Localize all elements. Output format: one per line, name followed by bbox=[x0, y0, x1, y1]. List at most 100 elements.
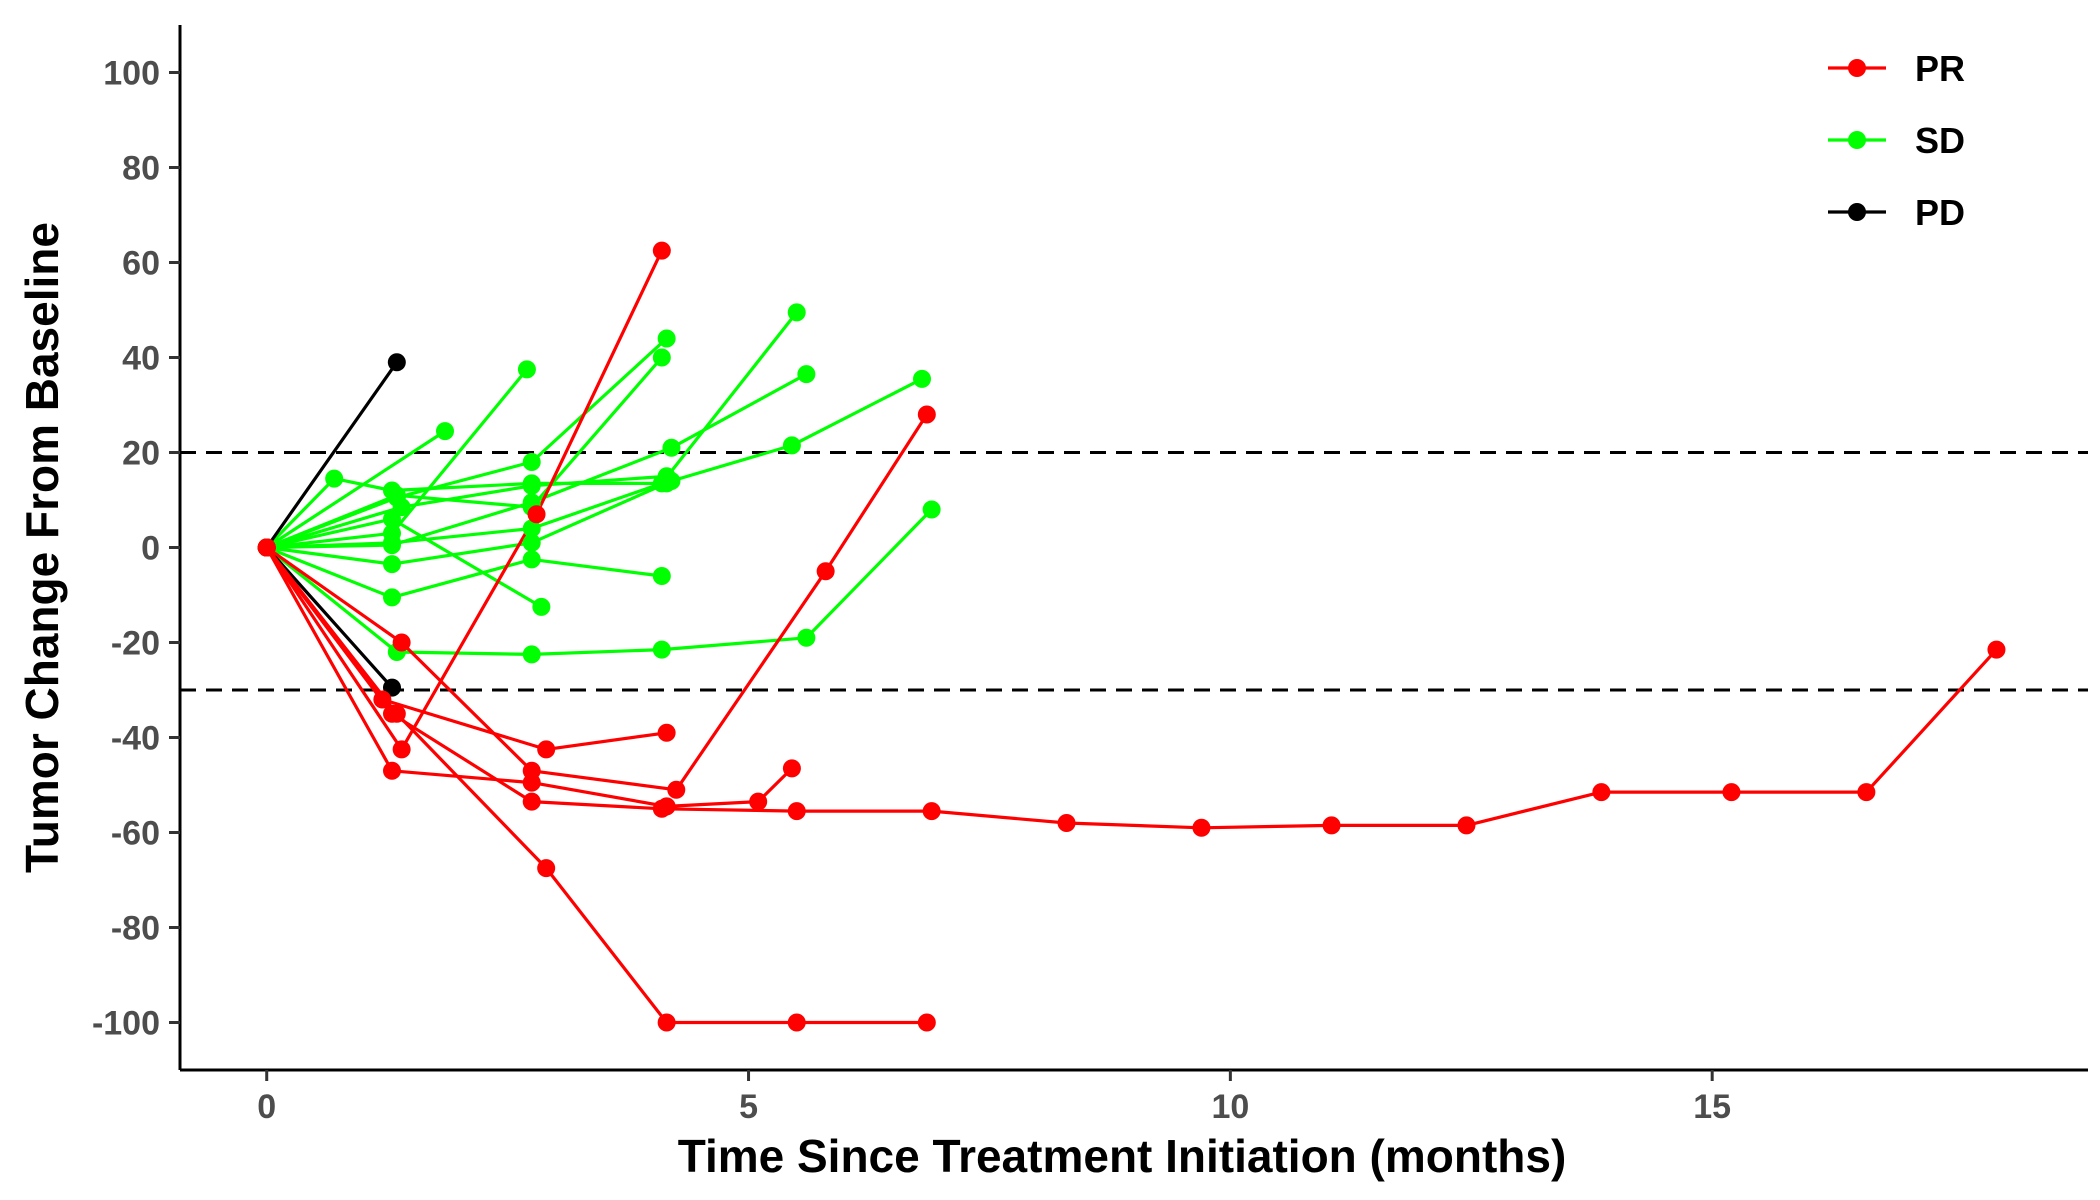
data-point-sd bbox=[662, 472, 681, 490]
series-line-pr-5 bbox=[265, 249, 664, 752]
data-point-sd bbox=[522, 476, 541, 495]
data-point-sd bbox=[913, 369, 931, 388]
legend-marker-sd bbox=[1848, 131, 1866, 149]
data-point-pr bbox=[657, 797, 676, 816]
y-tick-label: 80 bbox=[122, 150, 160, 188]
legend-marker-pr bbox=[1848, 59, 1866, 77]
series-line-pr-4 bbox=[265, 546, 667, 752]
y-tick-label: -60 bbox=[111, 815, 160, 853]
data-point-pr bbox=[387, 704, 406, 723]
data-point-sd bbox=[517, 360, 536, 379]
x-axis-ticks: 0 5 10 15 bbox=[257, 1070, 1731, 1126]
series-line-sd-6 bbox=[265, 477, 667, 549]
data-point-sd bbox=[522, 453, 541, 471]
data-point-pr bbox=[787, 1013, 806, 1032]
data-point-pr bbox=[527, 505, 546, 524]
data-point-sd bbox=[383, 588, 401, 607]
data-point-sd bbox=[652, 640, 671, 659]
series-points bbox=[257, 241, 2006, 1032]
y-axis-ticks: -100 -80 -60 -40 -20 0 20 40 60 80 100 bbox=[92, 55, 180, 1043]
data-point-sd bbox=[383, 555, 401, 574]
data-point-pr bbox=[667, 780, 686, 799]
data-point-pr bbox=[1457, 816, 1476, 835]
data-point-sd bbox=[522, 519, 541, 538]
data-point-sd bbox=[657, 329, 676, 348]
y-axis-title: Tumor Change From Baseline bbox=[16, 222, 68, 873]
y-tick-label: 60 bbox=[122, 245, 160, 283]
data-point-sd bbox=[522, 645, 541, 664]
data-point-sd bbox=[922, 500, 941, 519]
data-point-pr bbox=[657, 1013, 676, 1032]
data-point-sd bbox=[325, 469, 344, 488]
data-point-pr bbox=[917, 1013, 936, 1032]
series-line-pr-2 bbox=[265, 413, 929, 792]
data-point-pr bbox=[373, 690, 392, 709]
series-line-pd-19 bbox=[265, 546, 394, 689]
y-tick-label: 100 bbox=[103, 55, 160, 93]
series-line-sd-7 bbox=[265, 508, 933, 657]
data-point-sd bbox=[387, 486, 406, 505]
data-point-pr bbox=[782, 759, 801, 778]
data-point-sd bbox=[782, 436, 801, 455]
data-point-pr bbox=[383, 761, 401, 780]
y-tick-label: -20 bbox=[111, 625, 160, 663]
series-line-sd-17 bbox=[265, 429, 446, 549]
data-point-sd bbox=[383, 536, 401, 555]
y-tick-label: 40 bbox=[122, 340, 160, 378]
y-tick-label: 0 bbox=[141, 530, 160, 568]
data-point-pr bbox=[1192, 818, 1211, 837]
data-point-pr bbox=[1057, 814, 1076, 832]
legend-label-sd: SD bbox=[1915, 120, 1965, 161]
y-tick-label: 20 bbox=[122, 435, 160, 473]
series-line-sd-15 bbox=[266, 377, 923, 566]
data-point-pr bbox=[522, 773, 541, 792]
data-point-pr bbox=[537, 859, 556, 878]
data-point-sd bbox=[522, 550, 541, 569]
data-point-pr bbox=[392, 740, 411, 759]
y-tick-label: -100 bbox=[92, 1005, 160, 1043]
series-line-pd-18 bbox=[265, 361, 399, 549]
series-line-sd-8 bbox=[266, 546, 663, 600]
legend-label-pr: PR bbox=[1915, 48, 1965, 89]
series-line-pr-0 bbox=[265, 546, 1998, 830]
legend-label-pd: PD bbox=[1915, 192, 1965, 233]
series-line-sd-14 bbox=[266, 356, 664, 549]
y-tick-label: -40 bbox=[111, 720, 160, 758]
data-point-sd bbox=[383, 510, 401, 528]
data-point-sd bbox=[652, 348, 671, 367]
data-point-pr bbox=[917, 405, 936, 424]
x-tick-label: 15 bbox=[1693, 1088, 1731, 1126]
data-point-pr bbox=[1857, 783, 1876, 802]
data-point-sd bbox=[797, 628, 816, 647]
data-point-pr bbox=[1322, 816, 1341, 835]
y-tick-label: -80 bbox=[111, 910, 160, 948]
data-point-pr bbox=[657, 723, 676, 742]
data-point-sd bbox=[662, 438, 681, 457]
data-point-pr bbox=[1987, 640, 2006, 659]
legend-marker-pd bbox=[1848, 203, 1866, 221]
data-point-sd bbox=[797, 365, 816, 384]
legend: PR SD PD bbox=[1828, 48, 1965, 233]
data-point-sd bbox=[652, 567, 671, 585]
x-tick-label: 0 bbox=[257, 1088, 276, 1126]
data-point-pr bbox=[522, 792, 541, 811]
reference-lines bbox=[180, 451, 2088, 692]
data-point-sd bbox=[436, 422, 454, 441]
data-point-sd bbox=[522, 533, 541, 552]
data-point-pr bbox=[787, 802, 806, 821]
data-point-pr bbox=[749, 792, 768, 811]
data-point-pr bbox=[392, 633, 411, 652]
data-point-pd bbox=[387, 353, 406, 372]
data-point-sd bbox=[787, 303, 806, 322]
data-point-pr bbox=[922, 802, 941, 821]
data-point-pr bbox=[1592, 783, 1611, 802]
x-tick-label: 5 bbox=[739, 1088, 758, 1126]
data-point-pr bbox=[1722, 783, 1741, 802]
series-line-sd-11 bbox=[266, 474, 667, 550]
axes bbox=[178, 25, 2088, 1072]
data-point-pr bbox=[652, 241, 671, 260]
data-point-sd bbox=[532, 597, 551, 616]
data-point-pr bbox=[816, 562, 835, 581]
